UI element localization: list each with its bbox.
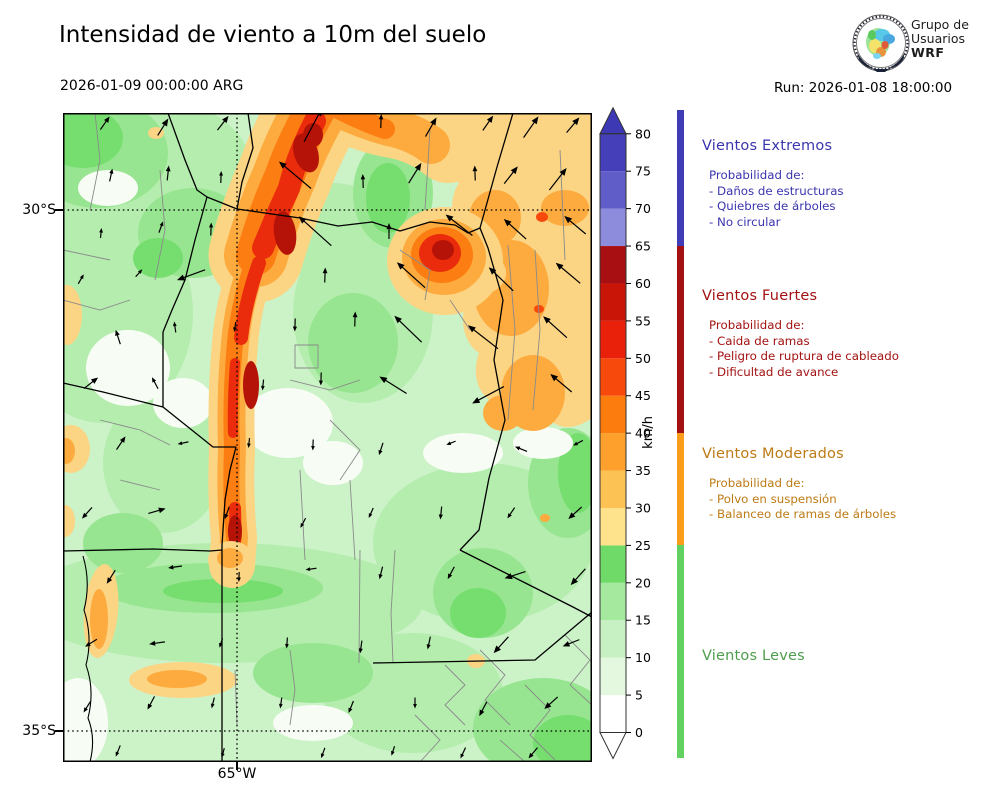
legend-line: Probabilidad de:	[709, 476, 805, 490]
wind-field-storm-cell-east	[387, 207, 506, 315]
lat-label-35s: 35°S	[22, 723, 56, 739]
svg-text:70: 70	[635, 201, 651, 216]
svg-text:65: 65	[635, 239, 651, 254]
svg-text:40: 40	[635, 426, 651, 441]
department-boundaries	[63, 113, 592, 762]
valid-time-label: 2026-01-09 00:00:00 ARG	[60, 78, 244, 94]
legend-line: - Dificultad de avance	[709, 364, 839, 379]
legend-section-fuertes: Vientos Fuertes Probabilidad de: - Caida…	[702, 288, 992, 380]
svg-text:0: 0	[635, 725, 643, 740]
colorbar-unit-label: km/h	[641, 416, 656, 449]
svg-text:45: 45	[635, 388, 651, 403]
logo-text: Grupo de Usuarios WRF	[911, 18, 969, 60]
lon-tick-65w	[236, 762, 238, 770]
legend-line: - Balanceo de ramas de árboles	[709, 507, 897, 522]
legend-title-leves: Vientos Leves	[702, 648, 805, 664]
run-time-label: Run: 2026-01-08 18:00:00	[774, 80, 953, 96]
map-border	[63, 113, 592, 762]
category-color-bar	[677, 110, 684, 758]
svg-text:25: 25	[635, 538, 651, 553]
legend-line: - Peligro de ruptura de cableado	[709, 349, 899, 364]
wind-field-plot	[63, 113, 592, 762]
logo-emblem-icon	[852, 14, 910, 72]
legend-section-leves: Vientos Leves	[702, 648, 992, 678]
colorbar: 0 5 10 15 20 25 30 35 40 45 50 55 60 65 70 75 80	[599, 106, 651, 760]
wind-field-storm-band	[208, 113, 483, 588]
wind-field-storm-cores	[228, 123, 323, 547]
wind-field-green-bright	[63, 113, 592, 762]
svg-text:50: 50	[635, 351, 651, 366]
category-bar-segment	[677, 433, 684, 546]
svg-text:75: 75	[635, 164, 651, 179]
logo-line-2: Usuarios	[911, 31, 966, 46]
svg-text:30: 30	[635, 500, 651, 515]
legend-section-moderados: Vientos Moderados Probabilidad de: - Pol…	[702, 446, 992, 523]
svg-text:15: 15	[635, 613, 651, 628]
category-bar-segment	[677, 246, 684, 434]
wind-field-moderate-patches	[63, 127, 550, 698]
svg-text:35: 35	[635, 463, 651, 478]
legend-line: Probabilidad de:	[709, 318, 805, 332]
wrf-users-group-logo: Grupo de Usuarios WRF	[851, 12, 996, 76]
wind-field-calm-white	[63, 170, 573, 762]
legend-line: - Quiebres de árboles	[709, 199, 836, 214]
wind-vector-arrows	[77, 113, 587, 759]
svg-text:10: 10	[635, 650, 651, 665]
legend-line: - Daños de estructuras	[709, 183, 844, 198]
legend-title-moderados: Vientos Moderados	[702, 446, 844, 462]
legend-section-extremos: Vientos Extremos Probabilidad de: - Daño…	[702, 138, 992, 230]
svg-text:55: 55	[635, 313, 651, 328]
category-bar-segment	[677, 545, 684, 758]
legend-title-extremos: Vientos Extremos	[702, 138, 833, 154]
logo-line-1: Grupo de	[911, 17, 969, 32]
province-boundaries	[63, 113, 592, 762]
svg-text:80: 80	[635, 126, 651, 141]
lat-label-30s: 30°S	[22, 202, 56, 218]
category-bar-segment	[677, 110, 684, 247]
lon-label-65w: 65°W	[217, 766, 257, 782]
legend-title-fuertes: Vientos Fuertes	[702, 288, 818, 304]
legend-line: - No circular	[709, 214, 781, 229]
svg-text:20: 20	[635, 575, 651, 590]
legend-line: - Caida de ramas	[709, 333, 810, 348]
graticule-lines	[63, 113, 592, 762]
legend-line: Probabilidad de:	[709, 168, 805, 182]
wind-map	[63, 113, 592, 762]
logo-line-3: WRF	[911, 45, 945, 60]
svg-text:60: 60	[635, 276, 651, 291]
lat-tick-35s	[55, 730, 63, 732]
lat-tick-30s	[55, 209, 63, 211]
svg-text:5: 5	[635, 688, 643, 703]
page-title: Intensidad de viento a 10m del suelo	[59, 22, 487, 48]
legend-line: - Polvo en suspensión	[709, 491, 837, 506]
